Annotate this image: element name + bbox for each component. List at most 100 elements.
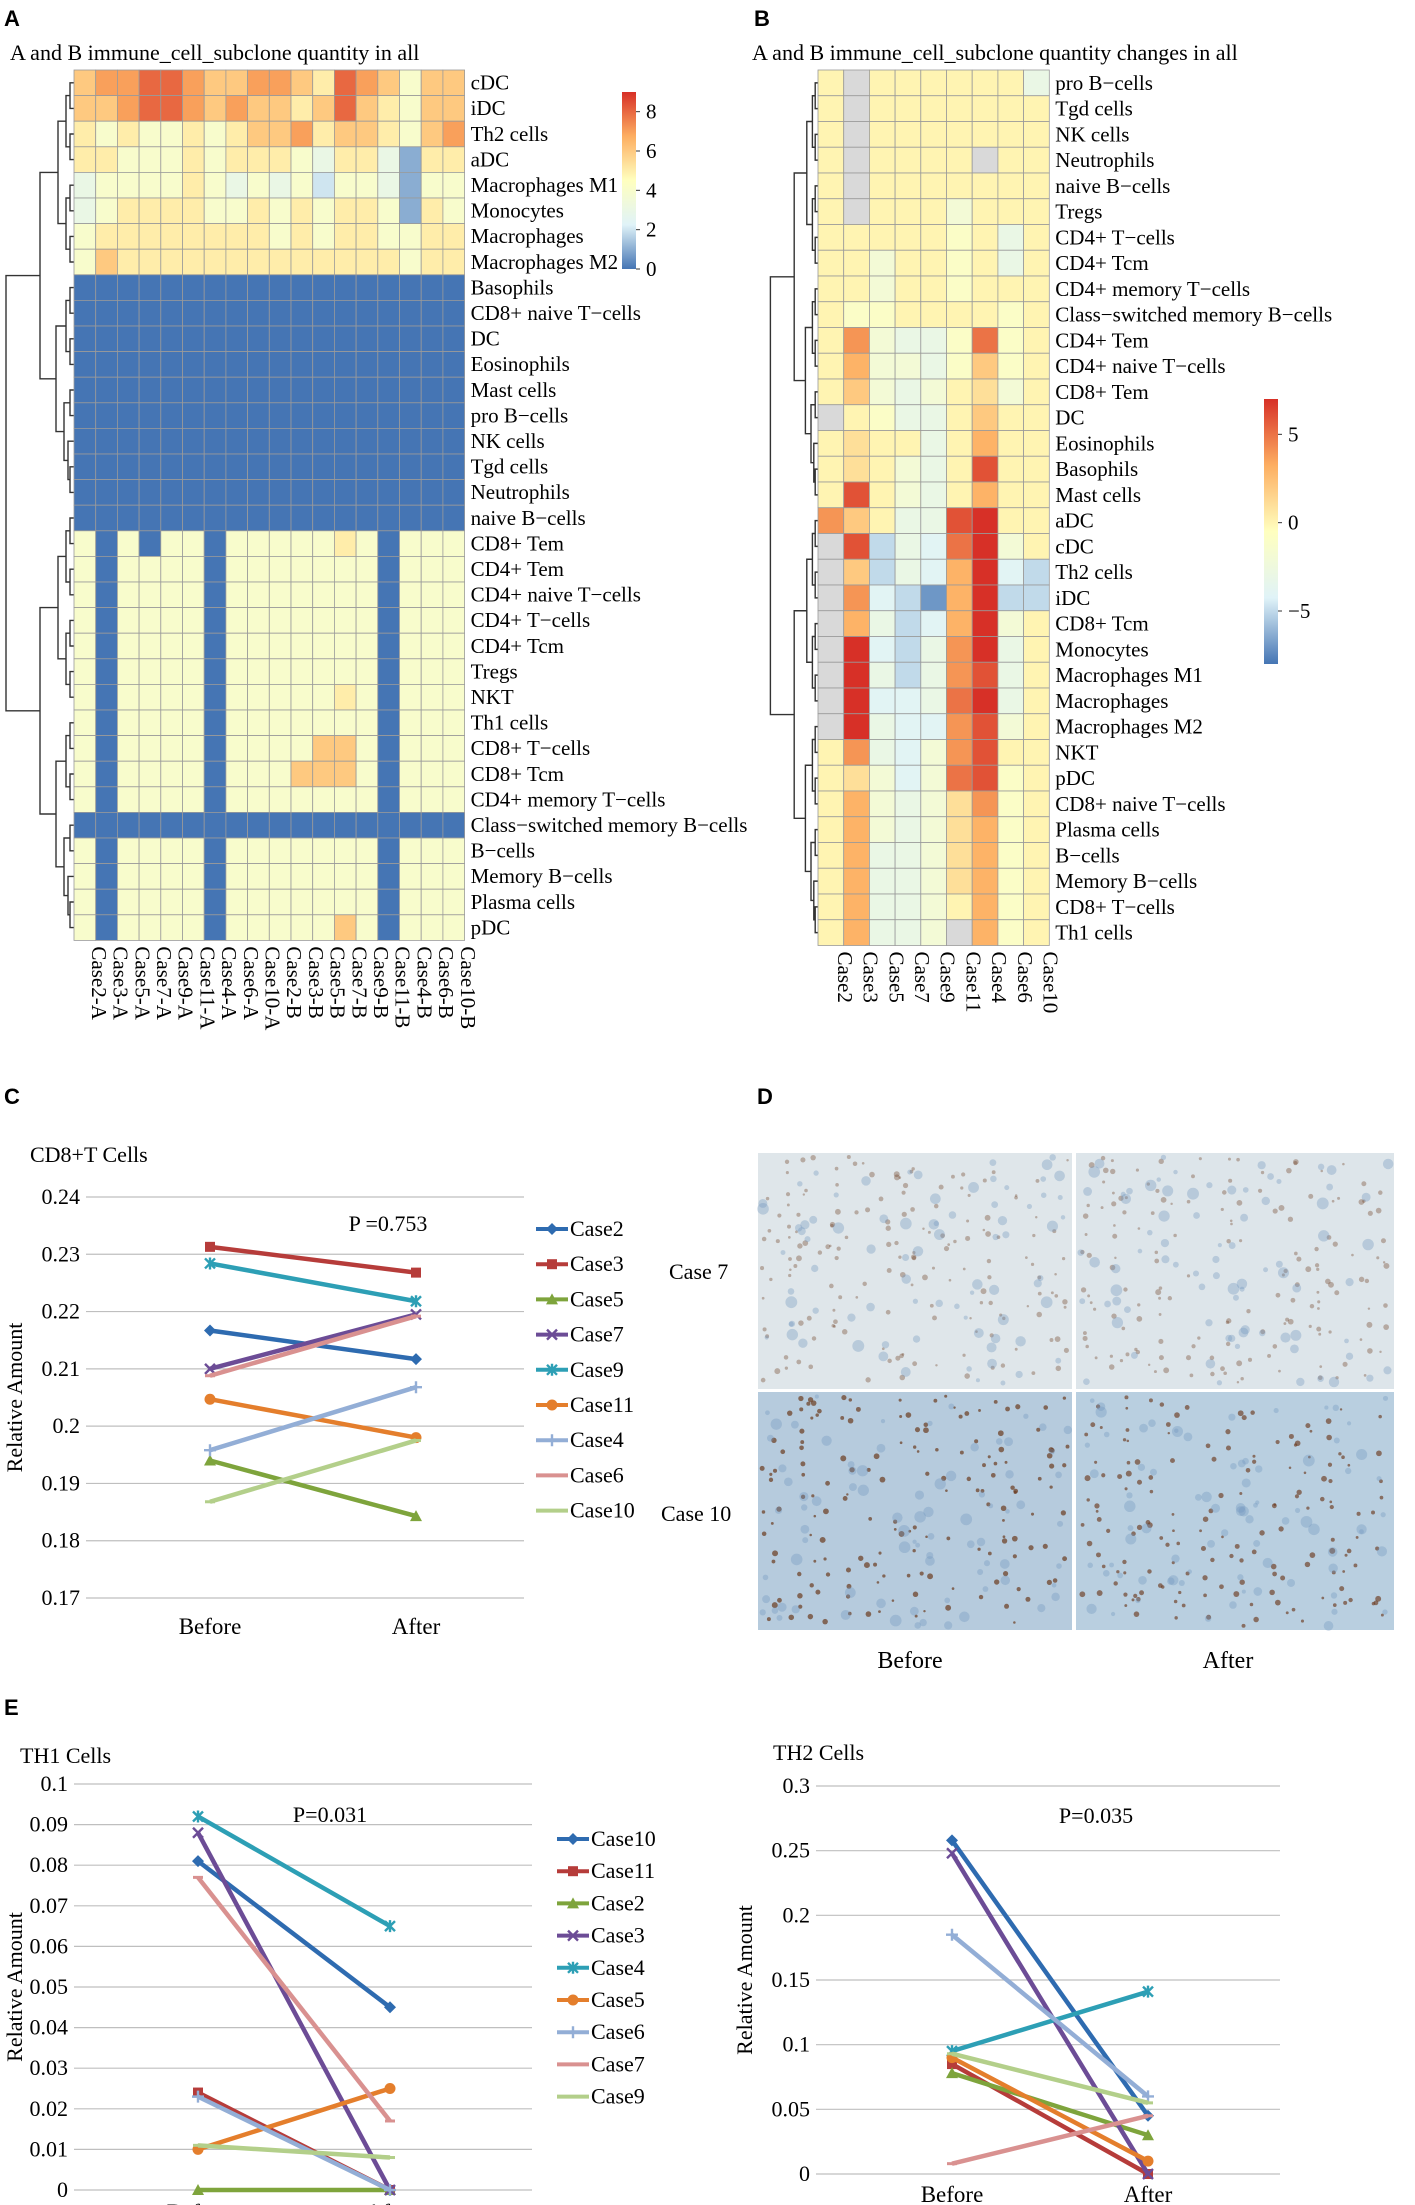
panel-e-label: E bbox=[4, 1695, 19, 1720]
ihc-stained-nucleus bbox=[1219, 1584, 1224, 1590]
ihc-tissue-cell bbox=[1227, 1334, 1236, 1343]
ihc-stained-nucleus bbox=[1163, 1367, 1170, 1374]
heatmap-cell bbox=[225, 504, 248, 532]
ihc-stained-nucleus bbox=[1101, 1564, 1106, 1569]
ihc-stained-nucleus bbox=[769, 1472, 773, 1476]
heatmap-cell bbox=[247, 453, 270, 481]
legend-entry: Case10 bbox=[570, 1498, 635, 1523]
heatmap-cell bbox=[333, 632, 357, 660]
ihc-stained-nucleus bbox=[785, 1171, 789, 1175]
ihc-tissue-cell bbox=[928, 1219, 940, 1230]
series-line bbox=[209, 1312, 417, 1372]
ihc-tissue-cell bbox=[1079, 1298, 1086, 1305]
ihc-stained-nucleus bbox=[806, 1401, 811, 1406]
heatmap-column-label: Case6-B bbox=[434, 946, 458, 1018]
ihc-tissue-cell bbox=[1187, 1569, 1192, 1574]
heatmap-cell bbox=[894, 172, 922, 200]
heatmap-cell bbox=[225, 248, 248, 276]
ihc-stained-nucleus bbox=[1317, 1300, 1321, 1304]
ihc-tissue-cell bbox=[797, 1227, 806, 1236]
ihc-tissue-cell bbox=[776, 1614, 783, 1621]
heatmap-cell bbox=[817, 661, 845, 689]
ihc-tissue-cell bbox=[1104, 1300, 1111, 1308]
ihc-stained-nucleus bbox=[980, 1489, 985, 1493]
ihc-stained-nucleus bbox=[1286, 1167, 1292, 1174]
ihc-stained-nucleus bbox=[1133, 1593, 1138, 1598]
ihc-tissue-cell bbox=[1049, 1448, 1055, 1455]
heatmap-cell bbox=[869, 636, 896, 663]
ihc-stained-nucleus bbox=[1314, 1263, 1320, 1268]
panel-c-title: CD8+T Cells bbox=[30, 1142, 148, 1167]
ihc-stained-nucleus bbox=[1066, 1158, 1069, 1162]
ihc-stained-nucleus bbox=[1272, 1571, 1277, 1577]
heatmap-cell bbox=[333, 453, 357, 481]
series-marker bbox=[946, 2067, 958, 2079]
heatmap-cell bbox=[997, 764, 1025, 792]
ihc-stained-nucleus bbox=[825, 1572, 831, 1577]
heatmap-cell bbox=[203, 479, 227, 506]
ihc-stained-nucleus bbox=[1325, 1418, 1332, 1424]
ihc-stained-nucleus bbox=[1294, 1282, 1300, 1288]
ihc-tissue-cell bbox=[1046, 1220, 1059, 1232]
heatmap-cell bbox=[95, 146, 118, 173]
heatmap-cell bbox=[268, 607, 292, 634]
ihc-stained-nucleus bbox=[845, 1594, 851, 1599]
heatmap-cell bbox=[160, 632, 183, 660]
series-marker bbox=[384, 1920, 396, 1933]
ihc-stained-nucleus bbox=[788, 1273, 792, 1278]
ihc-stained-nucleus bbox=[1096, 1552, 1101, 1558]
ihc-stained-nucleus bbox=[1002, 1316, 1006, 1321]
heatmap-column-label: Case7 bbox=[910, 952, 934, 1003]
heatmap-cell bbox=[247, 914, 270, 941]
ihc-stained-nucleus bbox=[1330, 1537, 1335, 1542]
heatmap-cell bbox=[377, 120, 400, 148]
heatmap-cell bbox=[117, 223, 140, 250]
ihc-tissue-cell bbox=[1055, 1471, 1062, 1479]
ihc-stained-nucleus bbox=[1154, 1250, 1159, 1255]
heatmap-column-label: Case7-B bbox=[347, 946, 371, 1018]
ihc-tissue-cell bbox=[1173, 1169, 1178, 1175]
ihc-stained-nucleus bbox=[938, 1184, 944, 1190]
ihc-stained-nucleus bbox=[1236, 1199, 1243, 1206]
ihc-tissue-cell bbox=[766, 1434, 774, 1442]
heatmap-cell bbox=[997, 893, 1025, 921]
heatmap-cell bbox=[377, 325, 400, 353]
heatmap-cell bbox=[225, 453, 248, 481]
heatmap-cell bbox=[225, 223, 248, 250]
heatmap-cell bbox=[225, 709, 248, 737]
dendrogram-branch bbox=[67, 440, 74, 481]
ihc-tissue-cell bbox=[1178, 1580, 1185, 1587]
ihc-stained-nucleus bbox=[761, 1296, 765, 1300]
ihc-tissue-cell bbox=[1158, 1210, 1170, 1222]
heatmap-cell bbox=[420, 69, 444, 97]
ihc-stained-nucleus bbox=[1173, 1599, 1178, 1604]
heatmap-cell bbox=[971, 893, 999, 921]
ihc-stained-nucleus bbox=[1347, 1463, 1351, 1467]
heatmap-cell bbox=[138, 453, 162, 481]
ihc-tissue-cell bbox=[1296, 1377, 1305, 1387]
ihc-stained-nucleus bbox=[1011, 1535, 1018, 1542]
ihc-stained-nucleus bbox=[771, 1559, 776, 1564]
ihc-stained-nucleus bbox=[1086, 1540, 1093, 1547]
ihc-tissue-cell bbox=[1023, 1413, 1029, 1419]
ihc-stained-nucleus bbox=[1094, 1460, 1098, 1464]
heatmap-cell bbox=[377, 581, 400, 609]
ihc-tissue-cell bbox=[889, 1614, 902, 1627]
heatmap-row-label: CD4+ Tem bbox=[471, 557, 564, 581]
ihc-stained-nucleus bbox=[1148, 1475, 1154, 1480]
heatmap-cell bbox=[138, 786, 162, 813]
heatmap-cell bbox=[117, 607, 140, 634]
heatmap-cell bbox=[95, 325, 118, 353]
dendrogram-branch bbox=[69, 619, 74, 647]
heatmap-cell bbox=[203, 223, 227, 250]
heatmap-cell bbox=[247, 427, 270, 455]
heatmap-cell bbox=[182, 453, 205, 481]
ihc-stained-nucleus bbox=[1094, 1356, 1098, 1360]
ihc-stained-nucleus bbox=[1343, 1600, 1348, 1605]
heatmap-cell bbox=[420, 786, 444, 813]
ihc-stained-nucleus bbox=[1086, 1498, 1090, 1502]
ihc-stained-nucleus bbox=[1013, 1490, 1017, 1494]
ihc-stained-nucleus bbox=[1137, 1303, 1141, 1307]
ihc-stained-nucleus bbox=[1135, 1349, 1140, 1355]
ihc-tissue-cell bbox=[1234, 1343, 1241, 1350]
